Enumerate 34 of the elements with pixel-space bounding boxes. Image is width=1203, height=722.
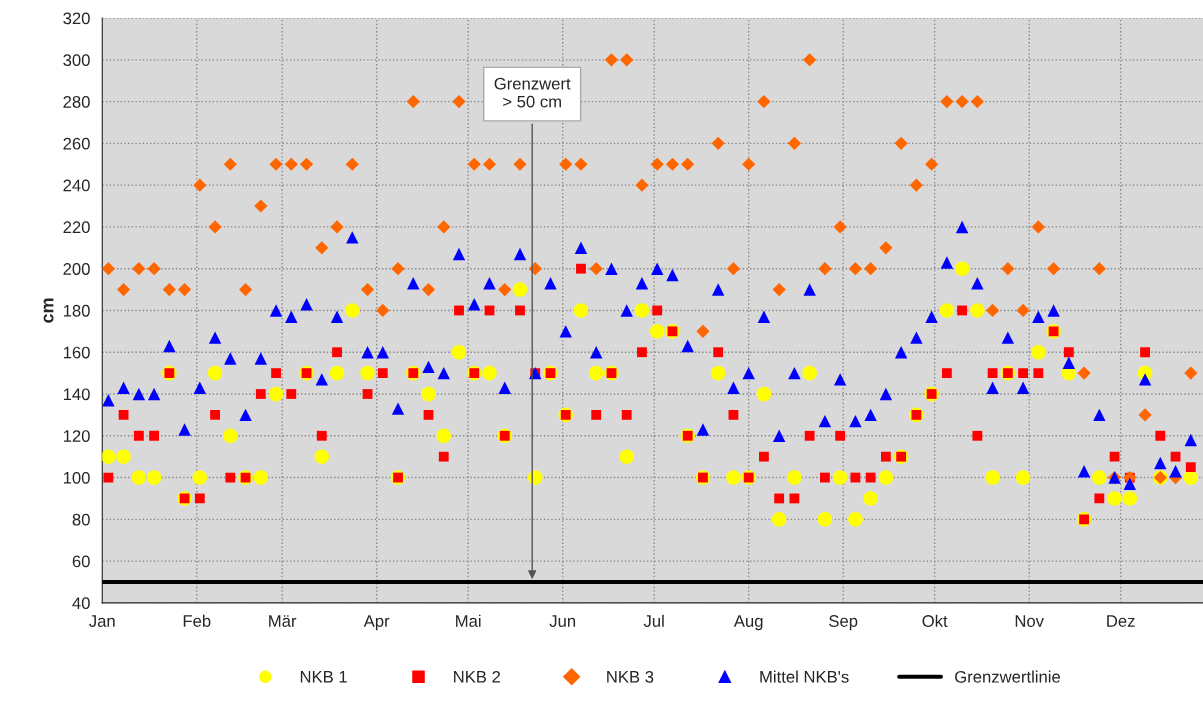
y-tick-label: 160	[63, 346, 90, 359]
x-tick-label: Mär	[269, 615, 297, 627]
y-tick-label: 140	[63, 388, 90, 401]
y-tick-label: 40	[72, 597, 90, 610]
x-tick-label: Okt	[922, 614, 948, 627]
x-tick-label: Jun	[549, 615, 576, 627]
x-tick-label: Dez	[1107, 615, 1135, 627]
legend-label: NKB 3	[607, 670, 654, 683]
y-tick-label: 320	[63, 12, 90, 25]
y-tick-label: 200	[63, 263, 90, 275]
legend-label: Mittel NKB's	[760, 670, 849, 683]
annotation: Grenzwert > 50 cm	[494, 77, 571, 108]
y-tick-label: 180	[63, 304, 90, 317]
y-tick-label: 240	[63, 179, 90, 192]
x-tick-label: Feb	[183, 614, 211, 627]
y-axis-title: cm	[43, 298, 54, 323]
legend-label: NKB 2	[454, 670, 500, 683]
x-tick-label: Jan	[89, 615, 115, 627]
x-tick-label: Mai	[456, 614, 481, 627]
x-tick-label: Sep	[829, 615, 858, 631]
y-tick-label: 60	[72, 555, 90, 568]
y-tick-label: 80	[72, 513, 90, 526]
y-tick-label: 120	[63, 430, 90, 442]
legend-label: NKB 1	[300, 671, 347, 683]
x-tick-label: Nov	[1015, 615, 1044, 627]
y-tick-label: 100	[63, 471, 90, 484]
y-tick-label: 300	[63, 54, 90, 67]
x-tick-label: Apr	[363, 615, 390, 631]
x-tick-label: Aug	[733, 615, 763, 631]
y-tick-label: 260	[63, 137, 90, 150]
y-tick-label: 280	[63, 96, 90, 108]
legend-label: Grenzwertlinie	[955, 670, 1061, 683]
y-tick-label: 220	[63, 221, 90, 234]
x-tick-label: Jul	[643, 614, 664, 627]
